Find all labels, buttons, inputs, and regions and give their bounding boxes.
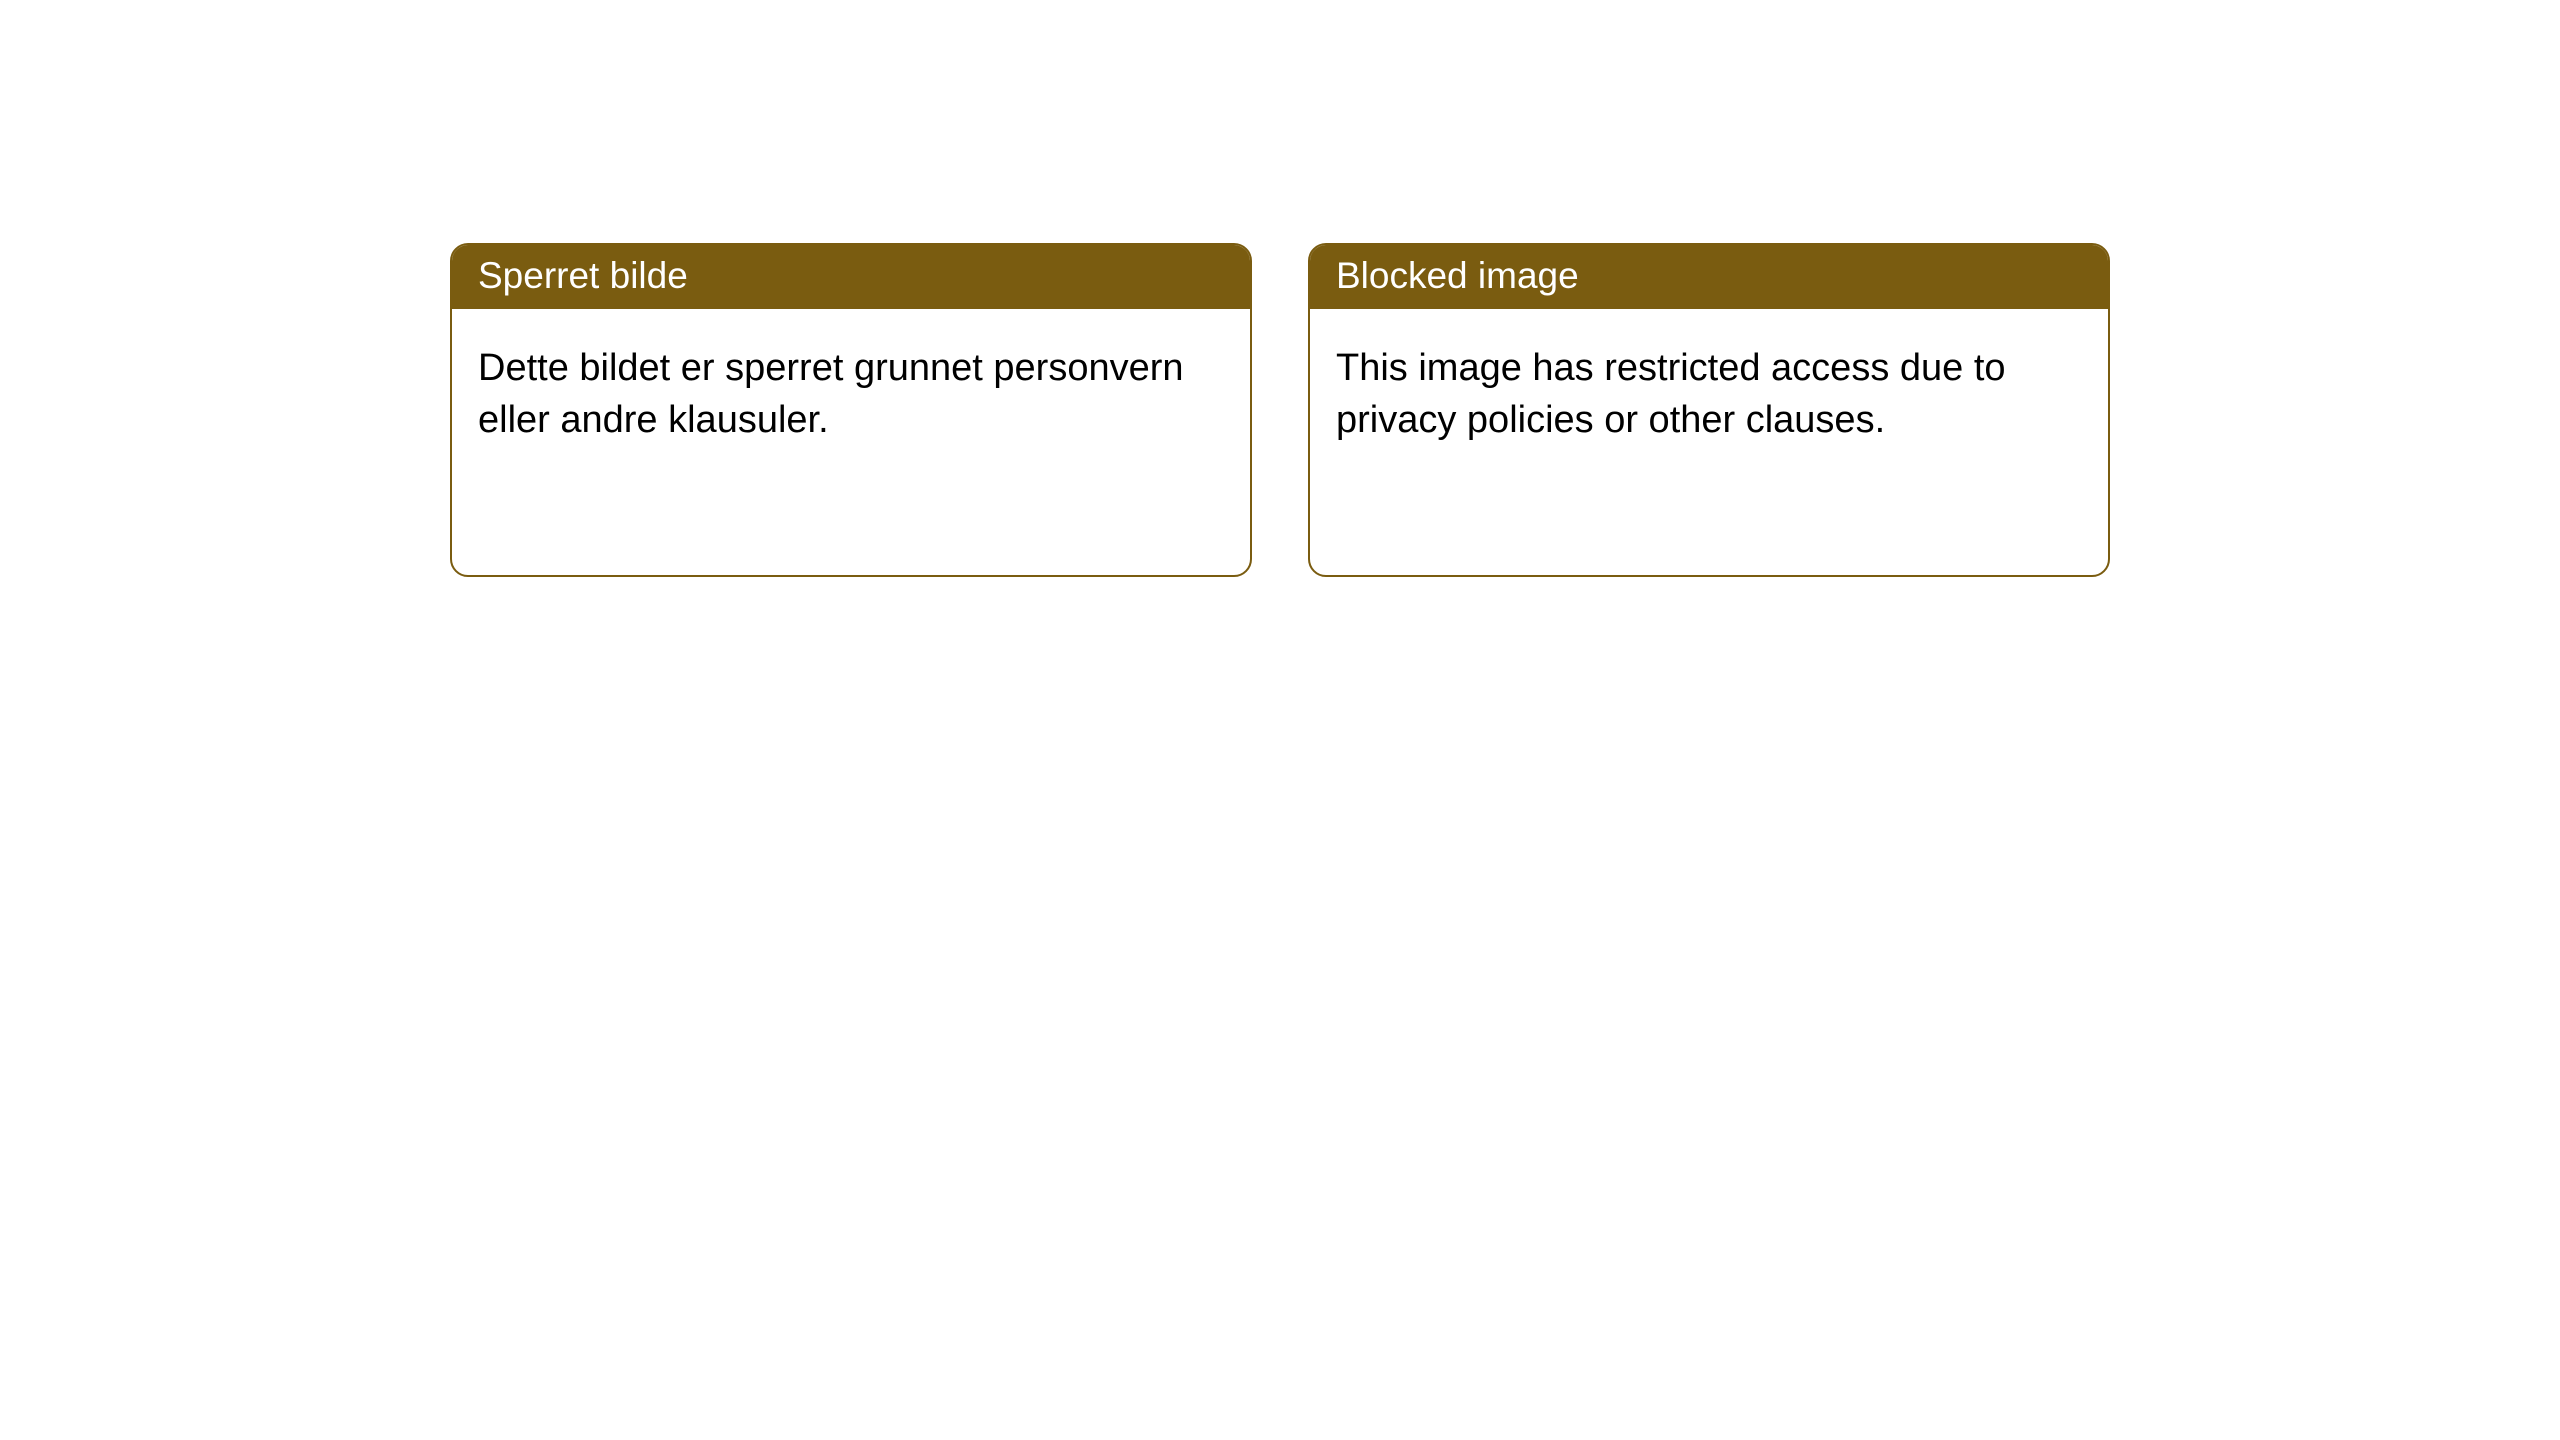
card-title: Sperret bilde	[478, 255, 688, 296]
card-header: Sperret bilde	[452, 245, 1250, 309]
card-title: Blocked image	[1336, 255, 1579, 296]
card-body: This image has restricted access due to …	[1310, 309, 2108, 472]
card-header: Blocked image	[1310, 245, 2108, 309]
notice-container: Sperret bilde Dette bildet er sperret gr…	[0, 0, 2560, 577]
card-body-text: Dette bildet er sperret grunnet personve…	[478, 347, 1184, 440]
card-body: Dette bildet er sperret grunnet personve…	[452, 309, 1250, 472]
card-body-text: This image has restricted access due to …	[1336, 347, 2006, 440]
blocked-image-card-norwegian: Sperret bilde Dette bildet er sperret gr…	[450, 243, 1252, 577]
blocked-image-card-english: Blocked image This image has restricted …	[1308, 243, 2110, 577]
